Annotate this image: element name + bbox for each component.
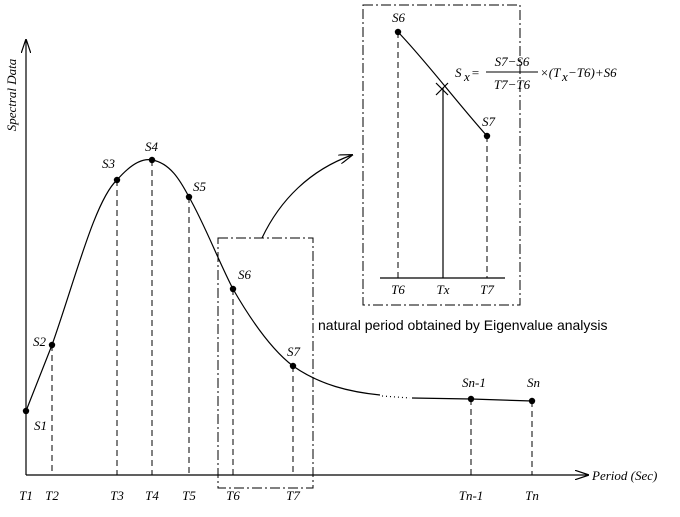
point bbox=[289, 362, 297, 370]
tick-label: T6 bbox=[391, 282, 405, 297]
tick-label: T7 bbox=[286, 488, 300, 503]
zoom-region bbox=[217, 237, 314, 489]
point-label: Sn-1 bbox=[462, 375, 486, 390]
tick-label: T7 bbox=[480, 282, 494, 297]
point-label: S6 bbox=[238, 267, 252, 282]
y-axis-label: Spectral Data bbox=[4, 58, 19, 131]
point-label: S6 bbox=[392, 10, 406, 25]
point bbox=[113, 176, 121, 184]
inset: Tx S x = S7−S6 T7−T6 ×(T x −T6)+S6 S6 T6 S… bbox=[380, 10, 617, 297]
point bbox=[22, 407, 30, 415]
point bbox=[229, 285, 237, 293]
tick-label: Tn bbox=[525, 488, 539, 503]
point bbox=[483, 132, 491, 140]
curve-gap bbox=[381, 395, 411, 399]
point-label: S3 bbox=[102, 156, 116, 171]
inset-curve bbox=[397, 31, 488, 137]
tick-label: Tx bbox=[437, 282, 450, 297]
tick-label: T1 bbox=[19, 488, 33, 503]
inset-box bbox=[362, 4, 521, 306]
point-label: S5 bbox=[193, 179, 207, 194]
spectrum-curve bbox=[25, 159, 381, 412]
point-label: Sn bbox=[527, 375, 540, 390]
formula-eq: = bbox=[471, 65, 480, 80]
point-label: S4 bbox=[145, 139, 159, 154]
point-label: S1 bbox=[34, 418, 47, 433]
tick-label: Tn-1 bbox=[459, 488, 484, 503]
tick-label: T3 bbox=[110, 488, 124, 503]
tick-label: T2 bbox=[45, 488, 59, 503]
tick-label: T6 bbox=[226, 488, 240, 503]
formula-times: ×(T bbox=[540, 65, 561, 80]
point bbox=[394, 28, 402, 36]
formula-numerator: S7−S6 bbox=[495, 54, 530, 69]
interp-cross bbox=[435, 82, 449, 96]
formula: S x = S7−S6 T7−T6 ×(T x −T6)+S6 bbox=[455, 54, 617, 92]
point bbox=[148, 156, 156, 164]
tick-label: T5 bbox=[182, 488, 196, 503]
zoom-arrow bbox=[261, 155, 352, 239]
formula-denominator: T7−T6 bbox=[494, 77, 531, 92]
point-label: S7 bbox=[482, 114, 496, 129]
tick-label: T4 bbox=[145, 488, 159, 503]
point bbox=[185, 193, 193, 201]
formula-lhs: S bbox=[455, 65, 462, 80]
point-label: S7 bbox=[287, 344, 301, 359]
point-label: S2 bbox=[33, 334, 47, 349]
formula-sub: x bbox=[463, 69, 470, 84]
point bbox=[467, 395, 475, 403]
point bbox=[528, 397, 536, 405]
point bbox=[48, 341, 56, 349]
caption: natural period obtained by Eigenvalue an… bbox=[318, 317, 608, 333]
x-axis-label: Period (Sec) bbox=[591, 468, 657, 483]
formula-sub: x bbox=[561, 69, 568, 84]
formula-rest: −T6)+S6 bbox=[568, 65, 617, 80]
